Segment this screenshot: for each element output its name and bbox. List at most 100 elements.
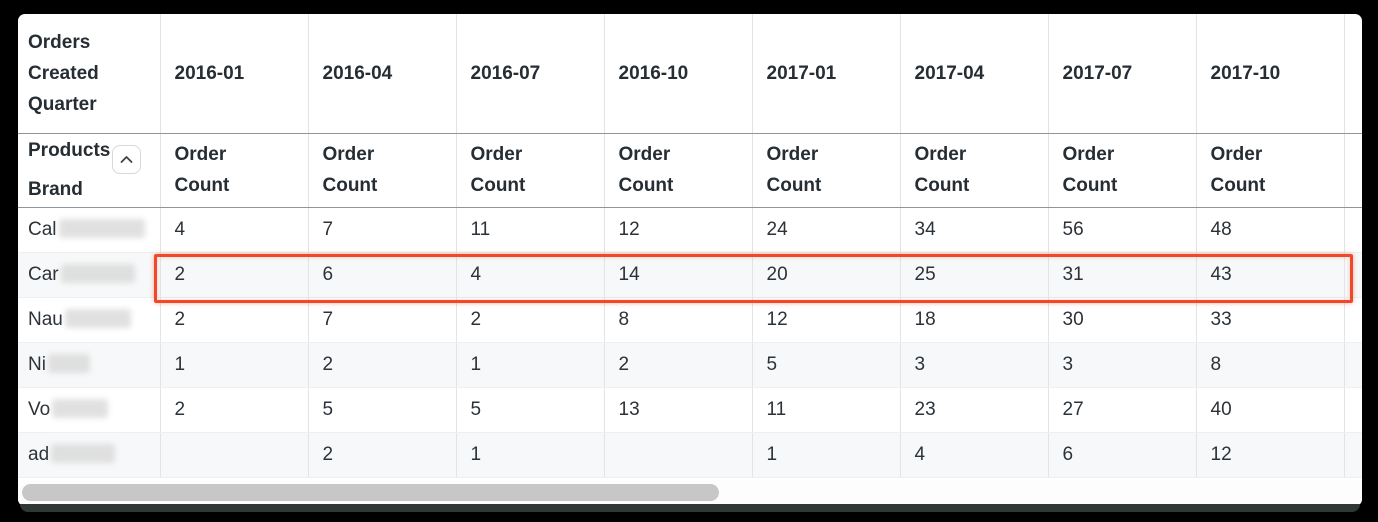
- table-row: Cal 4 7 11 12 24 34 56 48: [18, 207, 1362, 253]
- order-count-cell[interactable]: 8: [1196, 342, 1345, 388]
- order-count-cell[interactable]: 3: [900, 342, 1049, 388]
- quarter-header-row: Orders Created Quarter 2016-01 2016-04 201…: [18, 14, 1362, 134]
- order-count-cell[interactable]: 6: [1048, 432, 1197, 478]
- order-count-cell[interactable]: 1: [456, 342, 605, 388]
- sort-button[interactable]: [112, 145, 142, 174]
- measure-label: Order Count: [1062, 144, 1118, 196]
- order-count-cell[interactable]: 27: [1048, 387, 1197, 433]
- brand-prefix: Nau: [28, 309, 63, 330]
- order-count-cell[interactable]: 20: [752, 252, 901, 298]
- horizontal-scrollbar[interactable]: [18, 480, 1362, 506]
- order-count-cell[interactable]: 34: [900, 207, 1049, 253]
- order-count-cell[interactable]: 6: [308, 252, 457, 298]
- order-count-cell[interactable]: 4: [900, 432, 1049, 478]
- order-count-cell[interactable]: [604, 432, 753, 478]
- order-count-cell[interactable]: 1: [752, 432, 901, 478]
- order-count-cell[interactable]: 2: [160, 387, 309, 433]
- data-table-panel: Orders Created Quarter 2016-01 2016-04 201…: [18, 14, 1362, 506]
- brand-prefix: Vo: [28, 399, 51, 420]
- order-count-cell[interactable]: 8: [604, 297, 753, 343]
- brand-prefix: Ni: [28, 354, 46, 375]
- order-count-cell[interactable]: 56: [1048, 207, 1197, 253]
- table-row: Nau 2 7 2 8 12 18 30 33: [18, 297, 1362, 343]
- row-label-brand[interactable]: Vo: [18, 387, 161, 433]
- measure-label: Order Count: [618, 144, 674, 196]
- order-count-cell[interactable]: 13: [604, 387, 753, 433]
- table-row: Vo 2 5 5 13 11 23 27 40: [18, 387, 1362, 433]
- table-row: ad 2 1 1 4 6 12: [18, 432, 1362, 478]
- measure-header[interactable]: Order Count: [1196, 133, 1345, 208]
- window-bottom-edge: [20, 504, 1360, 512]
- column-header-quarter[interactable]: 2017-01: [752, 14, 901, 134]
- measure-header[interactable]: Order Count: [1048, 133, 1197, 208]
- order-count-cell[interactable]: 24: [752, 207, 901, 253]
- order-count-cell[interactable]: 1: [160, 342, 309, 388]
- column-header-quarter[interactable]: 2016-04: [308, 14, 457, 134]
- overflow-cell: [1344, 252, 1362, 298]
- column-header-overflow: [1344, 14, 1362, 134]
- scrollbar-thumb[interactable]: [22, 484, 719, 501]
- order-count-cell[interactable]: 14: [604, 252, 753, 298]
- order-count-cell[interactable]: 12: [604, 207, 753, 253]
- row-label-brand[interactable]: Ni: [18, 342, 161, 388]
- dimension-label-line1: Products: [28, 140, 111, 161]
- row-label-brand[interactable]: Nau: [18, 297, 161, 343]
- order-count-cell[interactable]: 2: [160, 297, 309, 343]
- measure-header[interactable]: Order Count: [160, 133, 309, 208]
- table-body: Cal 4 7 11 12 24 34 56 48 Car 2 6 4 14 20 25 31 43 Nau 2 7 2 8…: [18, 207, 1362, 478]
- order-count-cell[interactable]: 30: [1048, 297, 1197, 343]
- row-label-brand[interactable]: Car: [18, 252, 161, 298]
- overflow-cell: [1344, 207, 1362, 253]
- overflow-cell: [1344, 387, 1362, 433]
- column-header-quarter[interactable]: 2017-07: [1048, 14, 1197, 134]
- measure-label: Order Count: [1210, 144, 1266, 196]
- column-header-quarter[interactable]: 2017-10: [1196, 14, 1345, 134]
- row-label-brand[interactable]: Cal: [18, 207, 161, 253]
- order-count-cell[interactable]: 3: [1048, 342, 1197, 388]
- order-count-cell[interactable]: 4: [160, 207, 309, 253]
- measure-header[interactable]: Order Count: [456, 133, 605, 208]
- measure-header[interactable]: Order Count: [752, 133, 901, 208]
- column-header-quarter[interactable]: 2016-10: [604, 14, 753, 134]
- order-count-cell[interactable]: 43: [1196, 252, 1345, 298]
- order-count-cell[interactable]: 4: [456, 252, 605, 298]
- dimension-label-line2: Brand: [28, 179, 83, 200]
- order-count-cell[interactable]: 18: [900, 297, 1049, 343]
- order-count-cell[interactable]: [160, 432, 309, 478]
- order-count-cell[interactable]: 2: [308, 342, 457, 388]
- order-count-cell[interactable]: 48: [1196, 207, 1345, 253]
- order-count-cell[interactable]: 7: [308, 297, 457, 343]
- order-count-cell[interactable]: 2: [160, 252, 309, 298]
- order-count-cell[interactable]: 12: [752, 297, 901, 343]
- order-count-cell[interactable]: 12: [1196, 432, 1345, 478]
- order-count-cell[interactable]: 33: [1196, 297, 1345, 343]
- order-count-cell[interactable]: 31: [1048, 252, 1197, 298]
- order-count-cell[interactable]: 25: [900, 252, 1049, 298]
- order-count-cell[interactable]: 7: [308, 207, 457, 253]
- order-count-cell[interactable]: 5: [752, 342, 901, 388]
- redacted-text: [51, 444, 116, 463]
- measure-header[interactable]: Order Count: [308, 133, 457, 208]
- table-row-highlighted: Car 2 6 4 14 20 25 31 43: [18, 252, 1362, 298]
- order-count-cell[interactable]: 2: [604, 342, 753, 388]
- row-label-brand[interactable]: ad: [18, 432, 161, 478]
- measure-header[interactable]: Order Count: [900, 133, 1049, 208]
- redacted-text: [58, 219, 145, 238]
- redacted-text: [60, 264, 135, 283]
- order-count-cell[interactable]: 5: [308, 387, 457, 433]
- order-count-cell[interactable]: 5: [456, 387, 605, 433]
- column-header-quarter[interactable]: 2016-01: [160, 14, 309, 134]
- order-count-cell[interactable]: 1: [456, 432, 605, 478]
- order-count-cell[interactable]: 11: [456, 207, 605, 253]
- brand-prefix: Car: [28, 264, 59, 285]
- overflow-cell: [1344, 297, 1362, 343]
- overflow-cell: [1344, 432, 1362, 478]
- column-header-quarter[interactable]: 2017-04: [900, 14, 1049, 134]
- column-header-quarter[interactable]: 2016-07: [456, 14, 605, 134]
- order-count-cell[interactable]: 40: [1196, 387, 1345, 433]
- measure-header[interactable]: Order Count: [604, 133, 753, 208]
- order-count-cell[interactable]: 11: [752, 387, 901, 433]
- order-count-cell[interactable]: 2: [308, 432, 457, 478]
- order-count-cell[interactable]: 2: [456, 297, 605, 343]
- order-count-cell[interactable]: 23: [900, 387, 1049, 433]
